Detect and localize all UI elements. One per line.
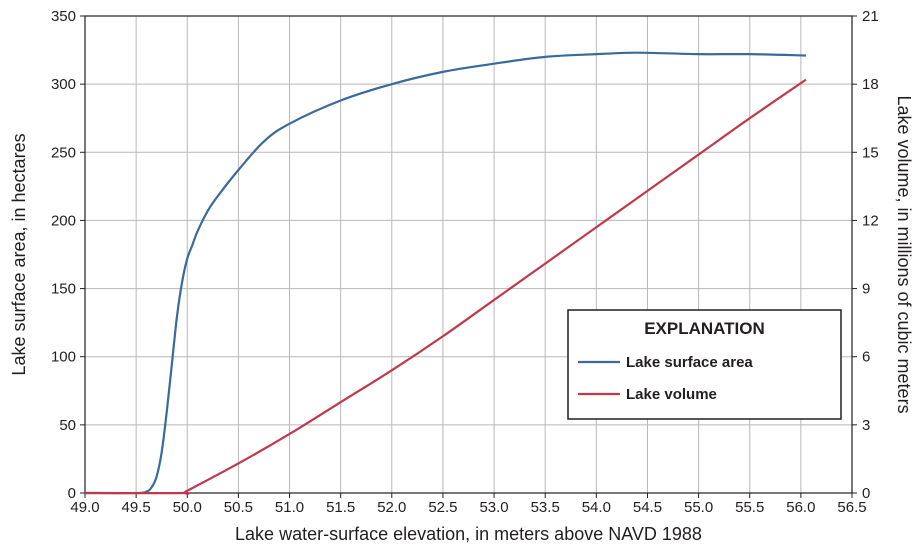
x-tick-label: 53.0 — [479, 499, 508, 516]
legend-label-volume: Lake volume — [626, 386, 717, 403]
left-axis-title: Lake surface area, in hectares — [9, 133, 29, 375]
legend-title: EXPLANATION — [644, 319, 765, 338]
x-tick-label: 55.0 — [684, 499, 713, 516]
plot-frame — [84, 15, 853, 494]
left-tick-label: 100 — [51, 349, 76, 366]
x-tick-label: 54.5 — [633, 499, 662, 516]
grid — [85, 16, 852, 493]
right-axis-ticks: 0 3 6 9 12 15 18 21 — [852, 8, 879, 502]
x-tick-label: 51.0 — [275, 499, 304, 516]
x-tick-label: 56.5 — [837, 499, 866, 516]
right-tick-label: 9 — [862, 281, 870, 298]
legend-label-area: Lake surface area — [626, 354, 753, 371]
legend: EXPLANATION Lake surface area Lake volum… — [567, 309, 842, 420]
x-tick-label: 56.0 — [786, 499, 815, 516]
left-axis-ticks: 0 50 100 150 200 250 300 350 — [51, 8, 85, 502]
x-tick-label: 55.5 — [735, 499, 764, 516]
right-axis-title: Lake volume, in millions of cubic meters — [894, 95, 914, 413]
x-tick-label: 53.5 — [531, 499, 560, 516]
left-tick-label: 150 — [51, 281, 76, 298]
x-tick-label: 49.0 — [70, 499, 99, 516]
series-layer — [84, 51, 807, 495]
x-axis-ticks: 49.0 49.5 50.0 50.5 51.0 51.5 52.0 52.5 53.0 53.5… — [70, 493, 867, 516]
left-tick-label: 300 — [51, 76, 76, 93]
right-tick-label: 6 — [862, 349, 870, 366]
x-tick-label: 50.5 — [224, 499, 253, 516]
right-tick-label: 15 — [862, 144, 879, 161]
right-tick-label: 3 — [862, 417, 870, 434]
series-line-lake-surface-area — [84, 51, 807, 495]
x-tick-label: 54.0 — [582, 499, 611, 516]
x-tick-label: 52.0 — [377, 499, 406, 516]
x-tick-label: 50.0 — [173, 499, 202, 516]
right-tick-label: 21 — [862, 8, 879, 25]
left-tick-label: 50 — [59, 417, 76, 434]
x-tick-label: 51.5 — [326, 499, 355, 516]
right-tick-label: 12 — [862, 212, 879, 229]
right-tick-label: 0 — [862, 485, 870, 502]
series-line-lake-volume — [84, 78, 807, 495]
left-tick-label: 200 — [51, 212, 76, 229]
right-tick-label: 18 — [862, 76, 879, 93]
x-axis-title: Lake water-surface elevation, in meters … — [235, 524, 702, 544]
left-tick-label: 350 — [51, 8, 76, 25]
legend-box — [567, 309, 842, 420]
x-tick-label: 49.5 — [122, 499, 151, 516]
left-tick-label: 0 — [68, 485, 76, 502]
x-tick-label: 52.5 — [428, 499, 457, 516]
left-tick-label: 250 — [51, 144, 76, 161]
